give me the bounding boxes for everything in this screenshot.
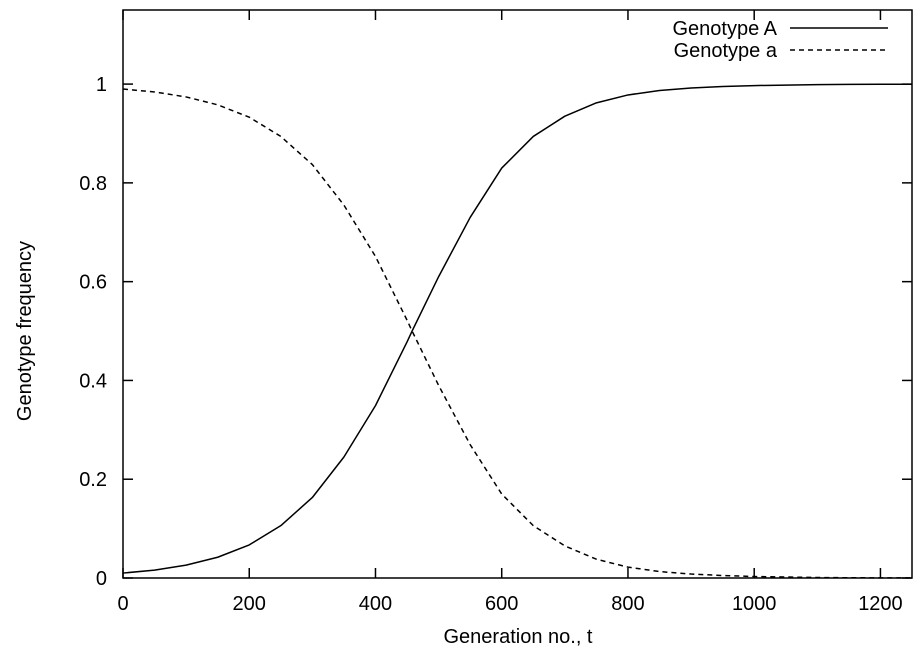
y-tick-label-0.6: 0.6	[79, 272, 107, 294]
x-axis-label: Generation no., t	[444, 626, 593, 648]
y-tick-label-1: 1	[96, 74, 107, 96]
y-tick-label-0: 0	[96, 568, 107, 590]
plot-frame	[122, 9, 913, 579]
x-tick-label-1000: 1000	[732, 593, 777, 615]
legend-label-genotype-a: Genotype A	[672, 18, 777, 40]
y-tick-label-0.2: 0.2	[79, 469, 107, 491]
ticks-layer: 0 200 400 600 800 1000 1200 0 0.2 0.4 0.6 0.8 1	[79, 10, 912, 615]
y-axis-label: Genotype frequency	[14, 241, 36, 421]
x-tick-label-200: 200	[233, 593, 266, 615]
legend-label-genotype-a: Genotype a	[674, 40, 778, 62]
series-line-genotype-a	[122, 88, 913, 579]
series-layer	[122, 83, 913, 579]
x-tick-label-400: 400	[359, 593, 392, 615]
y-tick-label-0.4: 0.4	[79, 370, 107, 392]
y-tick-label-0.8: 0.8	[79, 173, 107, 195]
x-tick-label-800: 800	[611, 593, 644, 615]
x-tick-label-1200: 1200	[858, 593, 903, 615]
x-tick-label-0: 0	[117, 593, 128, 615]
x-tick-label-600: 600	[485, 593, 518, 615]
series-line-genotype-a	[122, 83, 913, 574]
plot-frame-layer	[122, 9, 913, 579]
